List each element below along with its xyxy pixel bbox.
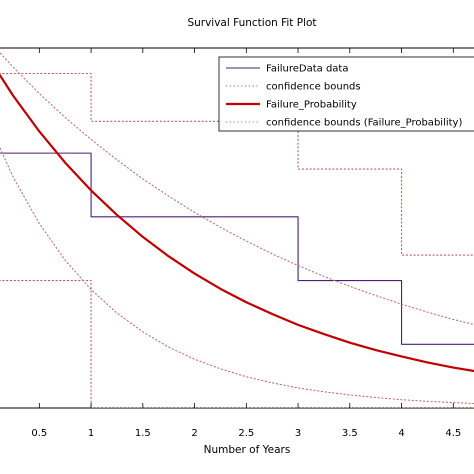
series-confidence-bounds-lower-line: [0, 280, 474, 408]
x-tick-label: 4: [398, 428, 404, 439]
series-failure-probability-line: [0, 73, 474, 373]
legend-label-confidence-bounds: confidence bounds: [266, 82, 361, 93]
legend-label-failuredata-data: FailureData data: [266, 64, 348, 75]
x-tick-label: 1: [88, 428, 94, 439]
legend-box: [218, 56, 474, 132]
x-tick-label: 3.5: [342, 428, 358, 439]
x-tick-label: 4.5: [445, 428, 461, 439]
legend-label-failure-probability: Failure_Probability: [266, 100, 357, 111]
legend: FailureData data confidence bounds Failure…: [218, 56, 474, 132]
x-tick-label: 2.5: [238, 428, 254, 439]
series-confidence-bounds-failure-probability-upper-line: [0, 52, 474, 326]
x-tick-label: 2: [191, 428, 197, 439]
plot-area: 0.5 1 1.5 2 2.5 3 3.5 4 4.5: [0, 47, 474, 439]
legend-label-confidence-bounds-failure-probability: confidence bounds (Failure_Probability): [266, 118, 462, 129]
x-axis-ticks: 0.5 1 1.5 2 2.5 3 3.5 4 4.5: [31, 48, 461, 439]
series-confidence-bounds-upper-line: [0, 72, 474, 256]
series-failuredata-data-line: [0, 152, 474, 345]
x-tick-label: 3: [295, 428, 301, 439]
x-tick-label: 0.5: [31, 428, 47, 439]
series-layer: [0, 52, 474, 408]
series-confidence-bounds-failure-probability-lower-line: [0, 146, 474, 405]
chart-title: Survival Function Fit Plot: [187, 17, 316, 29]
x-axis-label: Number of Years: [204, 444, 291, 456]
x-tick-label: 1.5: [135, 428, 151, 439]
